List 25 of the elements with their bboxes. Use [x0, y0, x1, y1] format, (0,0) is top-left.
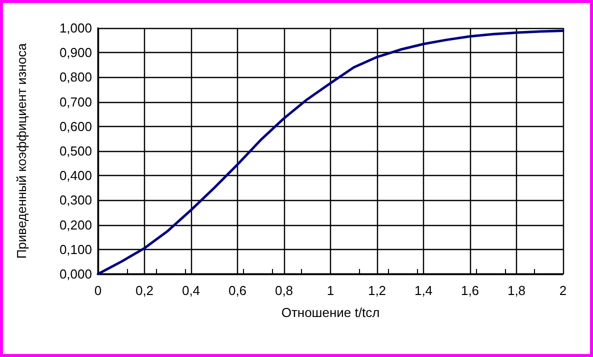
x-tick-label: 0,2 — [135, 283, 154, 298]
y-tick-label: 0,200 — [59, 217, 92, 232]
y-tick-label: 0,500 — [59, 144, 92, 158]
x-tick-label: 1 — [326, 283, 334, 298]
x-tick-label: 1,4 — [414, 283, 433, 298]
y-tick-label: 0,600 — [59, 118, 92, 134]
x-tick-label: 1,8 — [507, 283, 526, 298]
y-tick-label: 0,300 — [59, 192, 92, 208]
y-tick-label: 0,900 — [59, 45, 92, 60]
y-axis-title: Приведенный коэффициент износа — [14, 42, 29, 259]
x-tick-label: 0,6 — [228, 283, 247, 298]
y-tick-label: 0,000 — [59, 266, 92, 282]
x-axis-title: Отношение t/tсл — [281, 305, 380, 320]
line-series — [96, 29, 564, 276]
x-tick-label: 1,2 — [368, 283, 386, 298]
y-tick-label: 0,700 — [59, 94, 92, 110]
x-tick-label: 0,4 — [182, 283, 200, 298]
x-tick-label: 0,8 — [274, 283, 294, 298]
y-tick-label: 0,400 — [59, 168, 92, 184]
y-tick-label: 0,800 — [59, 70, 92, 85]
y-tick-label: 1,000 — [59, 20, 92, 36]
x-tick-label: 0 — [94, 283, 102, 298]
y-tick-label: 0,100 — [59, 242, 92, 257]
x-tick-label: 1,6 — [460, 283, 480, 298]
x-tick-label: 2 — [559, 283, 567, 298]
